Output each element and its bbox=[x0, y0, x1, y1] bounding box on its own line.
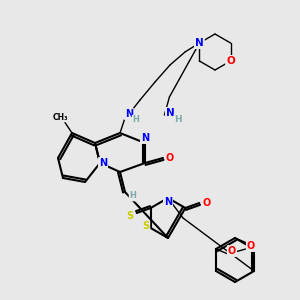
Text: CH₃: CH₃ bbox=[52, 112, 68, 122]
Text: H: H bbox=[133, 116, 140, 124]
Text: N: N bbox=[164, 197, 172, 207]
Text: N: N bbox=[195, 38, 204, 48]
Text: H: H bbox=[175, 115, 182, 124]
Text: O: O bbox=[166, 153, 174, 163]
Text: N: N bbox=[166, 108, 175, 118]
Text: S: S bbox=[142, 221, 149, 231]
Text: S: S bbox=[126, 211, 133, 221]
Text: O: O bbox=[247, 241, 255, 251]
Text: H: H bbox=[130, 191, 136, 200]
Text: N: N bbox=[99, 158, 107, 168]
Text: N: N bbox=[141, 133, 149, 143]
Text: O: O bbox=[228, 246, 236, 256]
Text: O: O bbox=[226, 56, 235, 66]
Text: N: N bbox=[125, 109, 133, 119]
Text: O: O bbox=[202, 198, 210, 208]
